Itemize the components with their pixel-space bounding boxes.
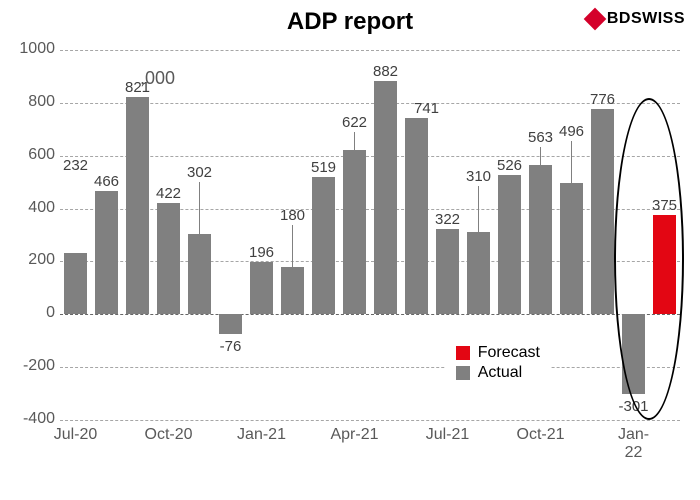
actual-bar (157, 203, 179, 315)
x-tick-label: Jul-21 (426, 426, 470, 444)
gridline (60, 50, 680, 51)
data-label: 563 (528, 129, 553, 146)
actual-bar (374, 81, 396, 314)
y-tick-label: 200 (5, 251, 55, 269)
legend-swatch (456, 346, 470, 360)
actual-bar (405, 118, 427, 314)
data-label: 196 (249, 244, 274, 261)
actual-bar (622, 314, 644, 394)
data-label: 821 (125, 79, 150, 96)
legend-label: Actual (478, 364, 522, 382)
data-label: 310 (466, 168, 491, 185)
data-label: 526 (497, 157, 522, 174)
data-label: -301 (618, 398, 648, 415)
legend-item: Actual (456, 364, 540, 382)
y-tick-label: 600 (5, 146, 55, 164)
data-label: 622 (342, 114, 367, 131)
data-label: 322 (435, 211, 460, 228)
actual-bar (281, 267, 303, 315)
legend-item: Forecast (456, 344, 540, 362)
actual-bar (467, 232, 489, 314)
x-tick-label: Jan-22 (610, 426, 657, 462)
gridline (60, 314, 680, 315)
actual-bar (219, 314, 241, 334)
data-label: 422 (156, 185, 181, 202)
leader-line (292, 225, 293, 267)
plot-area: -400-20002004006008001000Jul-20Oct-20Jan… (60, 50, 680, 450)
actual-bar (436, 229, 458, 314)
data-label: 375 (652, 197, 677, 214)
gridline (60, 156, 680, 157)
gridline (60, 261, 680, 262)
x-tick-label: Oct-21 (516, 426, 564, 444)
y-tick-label: 800 (5, 93, 55, 111)
data-label: 496 (559, 123, 584, 140)
data-label: 776 (590, 91, 615, 108)
actual-bar (529, 165, 551, 314)
legend: Forecast Actual (446, 336, 550, 390)
brand-logo: BDSWISS (587, 10, 685, 28)
y-tick-label: 0 (5, 304, 55, 322)
gridline (60, 420, 680, 421)
data-label: -76 (220, 338, 242, 355)
actual-bar (126, 97, 148, 314)
x-tick-label: Apr-21 (330, 426, 378, 444)
data-label: 741 (414, 100, 439, 117)
actual-bar (498, 175, 520, 314)
data-label: 232 (63, 157, 88, 174)
y-tick-label: -200 (5, 357, 55, 375)
leader-line (354, 132, 355, 150)
legend-label: Forecast (478, 344, 540, 362)
actual-bar (95, 191, 117, 314)
legend-swatch (456, 366, 470, 380)
leader-line (199, 182, 200, 234)
chart-container: ADP report BDSWISS ,000 -400-20002004006… (0, 0, 700, 500)
actual-bar (188, 234, 210, 314)
leader-line (540, 147, 541, 165)
leader-line (478, 186, 479, 232)
x-tick-label: Jul-20 (54, 426, 98, 444)
actual-bar (64, 253, 86, 314)
leader-line (571, 141, 572, 183)
x-tick-label: Jan-21 (237, 426, 286, 444)
y-tick-label: 1000 (5, 40, 55, 58)
data-label: 882 (373, 63, 398, 80)
data-label: 180 (280, 207, 305, 224)
actual-bar (250, 262, 272, 314)
actual-bar (343, 150, 365, 314)
data-label: 519 (311, 159, 336, 176)
gridline (60, 209, 680, 210)
logo-diamond-icon (584, 8, 607, 31)
actual-bar (312, 177, 334, 314)
gridline (60, 367, 680, 368)
x-tick-label: Oct-20 (144, 426, 192, 444)
data-label: 302 (187, 164, 212, 181)
y-tick-label: 400 (5, 199, 55, 217)
data-label: 466 (94, 173, 119, 190)
chart-title: ADP report (287, 8, 413, 36)
actual-bar (591, 109, 613, 314)
y-tick-label: -400 (5, 410, 55, 428)
gridline (60, 103, 680, 104)
actual-bar (560, 183, 582, 314)
forecast-bar (653, 215, 675, 314)
logo-text: BDSWISS (607, 10, 685, 28)
